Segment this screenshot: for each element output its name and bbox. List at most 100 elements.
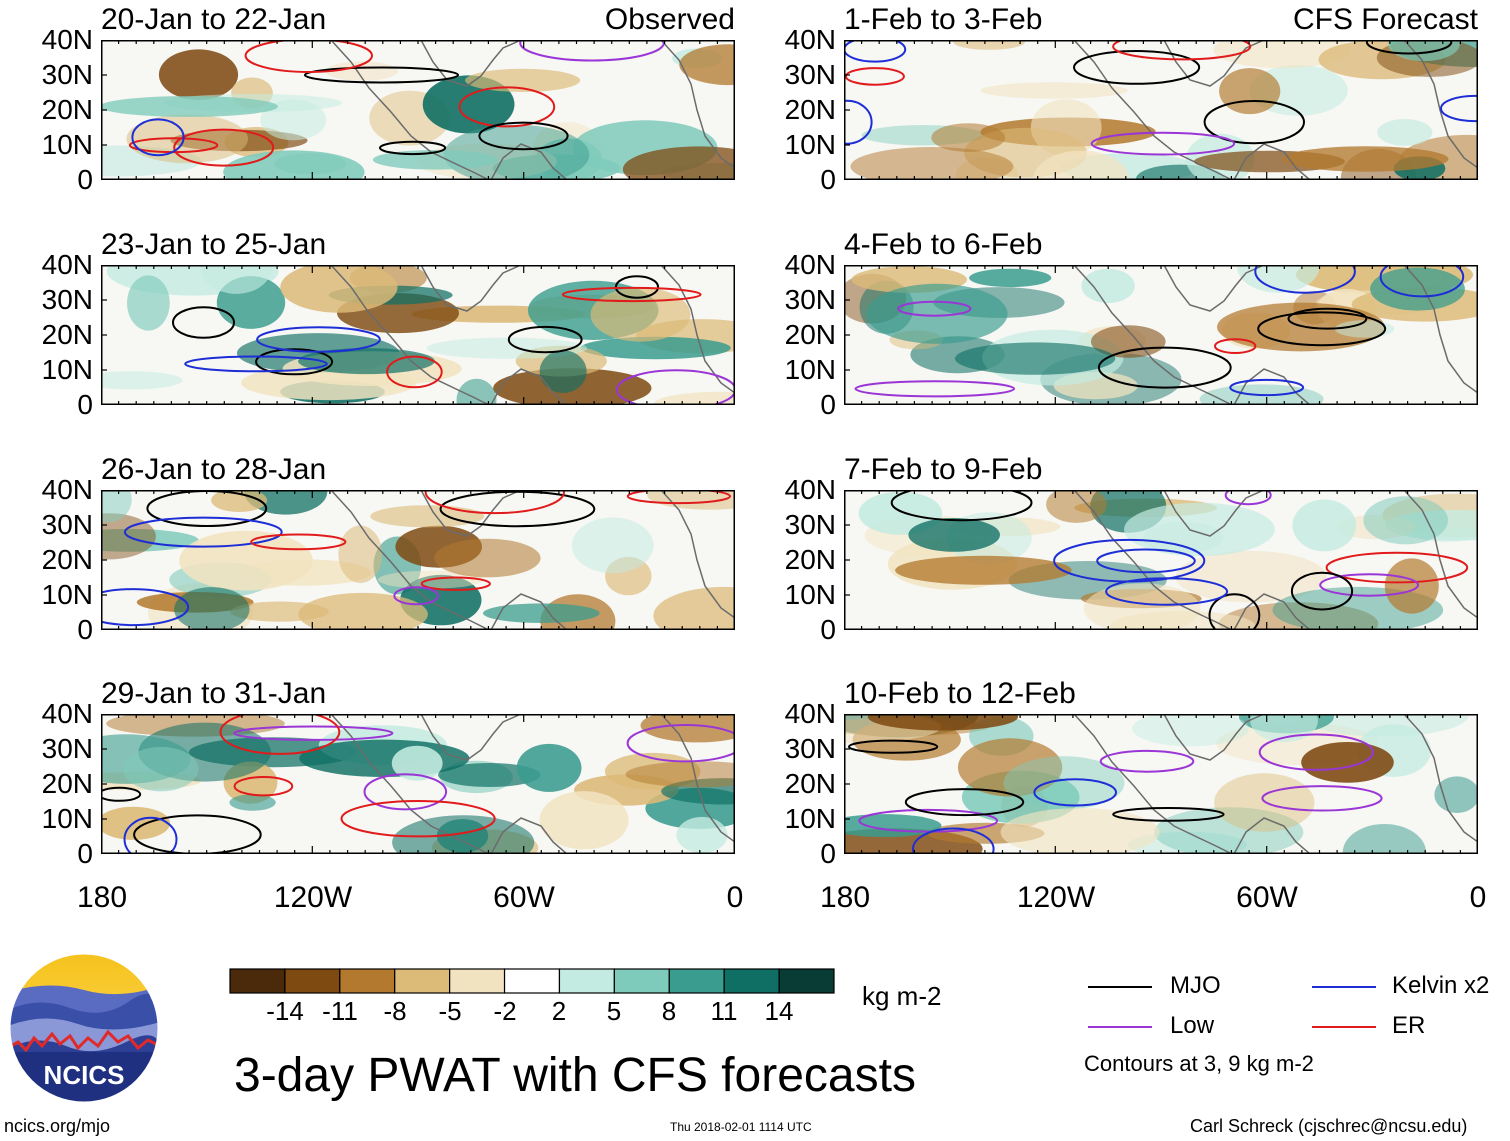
mjo-contour: [507, 325, 583, 354]
colorbar-swatch: [558, 968, 615, 994]
lat-label-right-2-2: 20N: [784, 319, 836, 350]
colorbar-label: 14: [764, 996, 794, 1026]
lat-label-left-2-4: 0: [77, 389, 93, 420]
low-contour: [363, 773, 448, 811]
pwat-anomaly-blob: [1219, 68, 1281, 115]
pwat-anomaly-blob: [434, 538, 541, 578]
panel-title-left-2: 23-Jan to 25-Jan: [101, 228, 327, 261]
pwat-anomaly-blob: [338, 525, 383, 584]
mjo-contour: [303, 66, 460, 84]
pwat-anomaly-blob: [580, 336, 731, 360]
mjo-contour: [379, 140, 447, 156]
er-contour: [626, 490, 731, 505]
pwat-anomaly-blob: [298, 348, 435, 375]
low-contour: [519, 40, 665, 62]
low-contour: [615, 369, 735, 405]
er-contour: [233, 775, 294, 797]
kelvin-contour: [1379, 265, 1465, 298]
er-contour: [244, 40, 373, 73]
footer-author: Carl Schreck (cjschrec@ncsu.edu): [1190, 1116, 1468, 1136]
pwat-anomaly-blob: [1046, 490, 1107, 523]
pwat-anomaly-blob: [679, 44, 735, 86]
lat-label-right-3-0: 40N: [784, 474, 836, 505]
pwat-anomaly-blob: [1342, 824, 1427, 854]
pwat-map-right-2: [844, 265, 1478, 405]
pwat-anomaly-blob: [1091, 325, 1166, 358]
lat-label-left-2-3: 10N: [41, 354, 93, 385]
lat-label-right-1-0: 40N: [784, 24, 836, 55]
colorbar-label: 11: [710, 996, 738, 1026]
pwat-anomaly-blob: [1142, 521, 1224, 554]
footer-website: ncics.org/mjo: [4, 1116, 111, 1136]
panel-title-right-3: 7-Feb to 9-Feb: [844, 453, 1043, 486]
panel-title-left-4: 29-Jan to 31-Jan: [101, 677, 327, 710]
lat-label-left-1-0: 40N: [41, 24, 93, 55]
pwat-anomaly-blob: [179, 530, 313, 591]
er-contour: [1112, 40, 1252, 61]
legend-mjo-line: [1088, 986, 1152, 988]
pwat-anomaly-blob: [158, 49, 239, 100]
pwat-anomaly-blob: [980, 82, 1128, 99]
lat-label-left-1-4: 0: [77, 164, 93, 195]
lat-label-left-2-0: 40N: [41, 249, 93, 280]
mjo-contour: [1112, 807, 1225, 822]
pwat-anomaly-blob: [299, 739, 470, 777]
low-contour: [897, 300, 972, 317]
mjo-contour: [1287, 307, 1368, 330]
kelvin-contour: [1033, 778, 1117, 807]
legend-kelvin-label: Kelvin x2: [1392, 972, 1490, 999]
legend-kelvin-line: [1312, 986, 1376, 988]
low-contour: [1090, 131, 1236, 156]
colorbar-label: 2: [551, 996, 567, 1026]
pwat-anomaly-blob: [1000, 808, 1160, 854]
er-contour: [424, 490, 565, 515]
mjo-contour: [101, 786, 142, 802]
lat-label-right-3-2: 20N: [784, 544, 836, 575]
pwat-anomaly-blob: [325, 61, 398, 81]
er-contour: [844, 67, 905, 86]
lat-label-right-3-4: 0: [820, 614, 836, 645]
pwat-anomaly-blob: [127, 275, 170, 331]
lat-label-right-1-2: 20N: [784, 94, 836, 125]
ncics-logo: NCICS: [9, 953, 159, 1103]
pwat-anomaly-blob: [539, 791, 629, 850]
lat-label-right-1-1: 30N: [784, 59, 836, 90]
lat-label-left-1-3: 10N: [41, 129, 93, 160]
lat-label-left-3-3: 10N: [41, 579, 93, 610]
pwat-anomaly-blob: [298, 592, 428, 630]
lat-label-right-2-0: 40N: [784, 249, 836, 280]
lon-label-right-60w: 60W: [1236, 881, 1298, 914]
mjo-contour: [255, 348, 334, 376]
legend-mjo-label: MJO: [1170, 972, 1221, 999]
pwat-map-left-2: [101, 265, 735, 405]
colorbar-swatch: [778, 968, 835, 994]
pwat-anomaly-blob: [1301, 742, 1394, 783]
pwat-anomaly-blob: [1363, 496, 1448, 545]
er-contour: [386, 355, 443, 389]
lat-label-right-3-1: 30N: [784, 509, 836, 540]
colorbar-label: -2: [493, 996, 517, 1026]
pwat-anomaly-blob: [372, 150, 498, 170]
pwat-anomaly-blob: [229, 794, 276, 811]
kelvin-contour: [844, 99, 873, 145]
pwat-anomaly-blob: [850, 147, 1014, 180]
pwat-anomaly-blob: [101, 371, 183, 390]
kelvin-contour: [1105, 577, 1229, 606]
low-contour: [233, 725, 394, 741]
low-contour: [393, 586, 440, 606]
pwat-anomaly-blob: [280, 265, 398, 313]
low-contour: [1319, 573, 1419, 597]
pwat-anomaly-blob: [1377, 119, 1433, 146]
kelvin-contour: [1440, 94, 1478, 123]
pwat-anomaly-blob: [1132, 714, 1249, 747]
lat-label-left-2-1: 30N: [41, 284, 93, 315]
pwat-anomaly-blob: [465, 68, 581, 92]
low-contour: [854, 380, 1016, 398]
colorbar-label: -5: [438, 996, 462, 1026]
lon-label-right-120w: 120W: [1016, 881, 1096, 914]
pwat-anomaly-blob: [1236, 265, 1320, 293]
pwat-anomaly-blob: [1370, 267, 1465, 311]
lon-label-left-0: 0: [726, 881, 744, 914]
pwat-anomaly-blob: [908, 518, 1000, 552]
colorbar-swatch: [394, 968, 451, 994]
